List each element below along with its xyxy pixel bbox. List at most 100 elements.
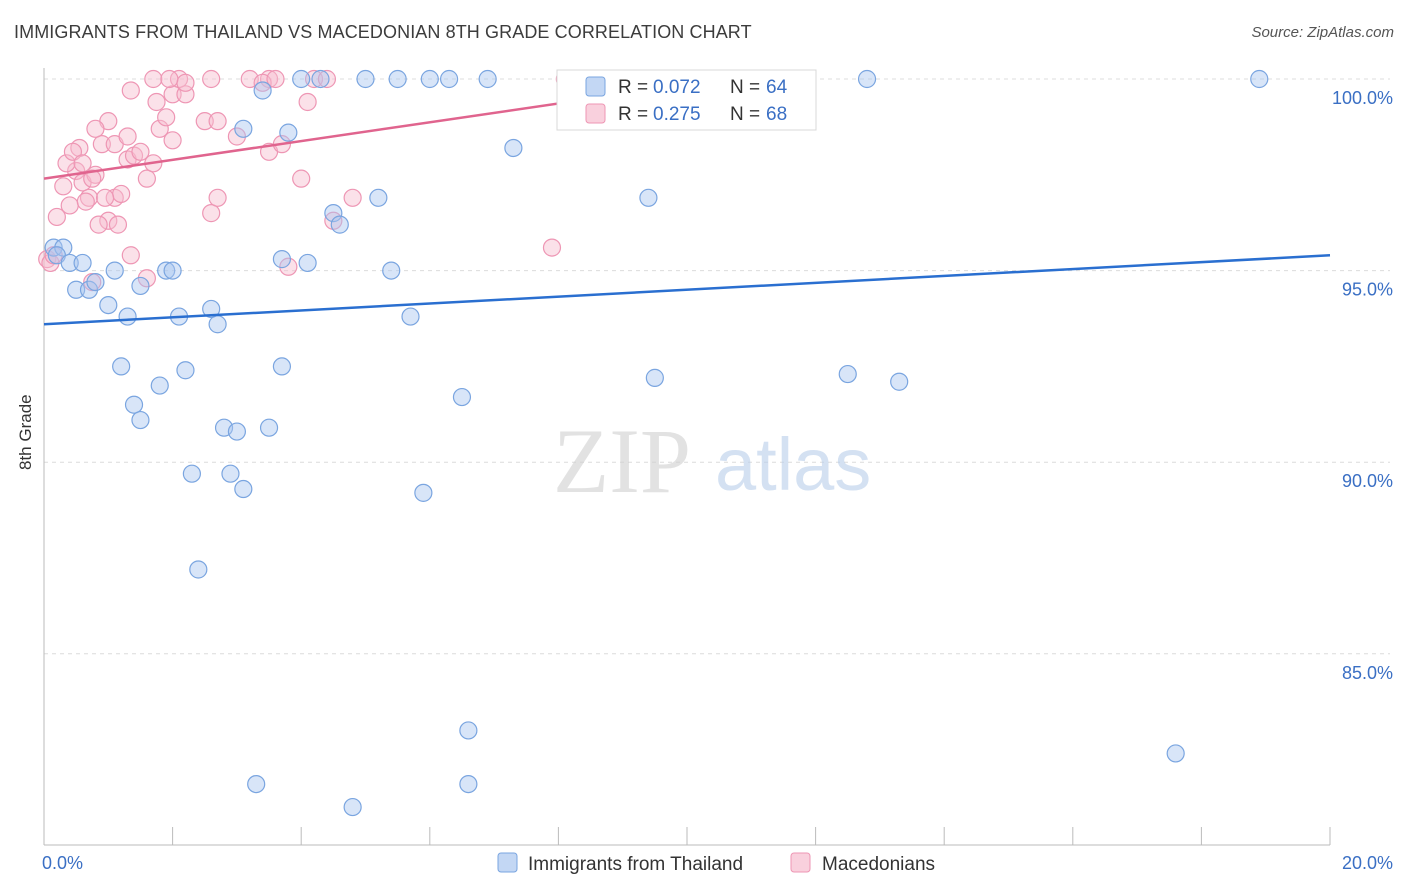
pink-data-point [76, 192, 95, 211]
blue-data-point [414, 483, 433, 502]
blue-data-point [182, 464, 201, 483]
pink-data-point [121, 81, 140, 100]
blue-data-point [272, 250, 292, 269]
blue-data-point [189, 560, 208, 579]
blue-data-point [253, 81, 272, 100]
blue-data-point [356, 69, 375, 89]
pink-data-point [47, 207, 66, 227]
blue-data-point [118, 307, 137, 326]
pink-data-point [95, 188, 115, 207]
pink-data-point [202, 69, 221, 89]
blue-data-point [324, 204, 343, 223]
pink-data-point [176, 73, 195, 92]
blue-data-point [234, 119, 253, 138]
blue-data-point [343, 797, 362, 817]
blue-data-point [67, 280, 86, 299]
legend-swatch-blue [585, 76, 606, 97]
chart-source: Source: ZipAtlas.com [1251, 24, 1394, 41]
bottom-legend-macedonians: Macedonians [822, 854, 935, 875]
pink-data-point [208, 188, 227, 207]
pink-data-point [163, 85, 182, 104]
stats-legend: R = 0.072 N = 64 R = 0.275 N = 68 [556, 69, 817, 131]
blue-data-point [105, 261, 124, 280]
watermark: ZIP atlas [553, 410, 871, 512]
bottom-legend-swatch-macedonians [790, 852, 811, 873]
blue-data-point [311, 69, 330, 89]
blue-data-point [221, 464, 240, 483]
blue-data-point [639, 188, 658, 207]
blue-data-point [420, 69, 439, 89]
pink-data-point [99, 211, 118, 230]
legend-r-value-blue: 0.072 [653, 77, 701, 98]
x-tick-label-1: 20.0% [1342, 853, 1393, 873]
pink-data-point [163, 131, 182, 150]
blue-data-point [272, 357, 292, 376]
legend-n-label-pink: N = [730, 104, 760, 125]
x-tick-label-0: 0.0% [42, 853, 83, 873]
blue-data-point [60, 253, 79, 273]
blue-data-point [1166, 744, 1185, 763]
pink-data-point [108, 215, 128, 234]
bottom-legend-thailand: Immigrants from Thailand [528, 854, 743, 875]
pink-data-point [83, 169, 102, 188]
blue-data-point [259, 418, 279, 437]
blue-data-point [478, 69, 497, 89]
blue-data-point [234, 479, 253, 499]
pink-data-point [160, 69, 179, 89]
legend-r-value-pink: 0.275 [653, 104, 701, 125]
y-tick-labels: 100.0% 95.0% 90.0% 85.0% [1332, 88, 1393, 683]
legend-r-label-blue: R = [618, 77, 648, 98]
blue-data-point [86, 272, 105, 292]
pink-data-point [298, 92, 317, 112]
pink-data-point [147, 92, 166, 112]
blue-data-point [401, 307, 420, 326]
bottom-legend-swatch-thailand [497, 852, 518, 873]
blue-data-point [504, 138, 523, 158]
legend-r-label-pink: R = [618, 104, 648, 125]
pink-data-point [208, 112, 227, 131]
blue-data-point [208, 315, 227, 334]
bottom-legend: Immigrants from Thailand Macedonians [497, 852, 935, 875]
blue-data-point [163, 261, 182, 280]
legend-n-label-blue: N = [730, 77, 760, 98]
pink-data-point [150, 119, 169, 138]
pink-data-point [202, 204, 221, 223]
watermark-atlas: atlas [715, 423, 871, 506]
y-tick-label-0: 100.0% [1332, 88, 1393, 108]
pink-data-point [118, 127, 137, 146]
pink-data-point [131, 142, 150, 161]
blue-data-point [176, 361, 195, 380]
blue-data-point [279, 123, 298, 142]
pink-data-point [195, 112, 214, 131]
gridlines [44, 78, 1390, 655]
blue-data-point [645, 368, 664, 387]
pink-data-point [121, 246, 140, 265]
blue-trend-line [43, 254, 1331, 326]
blue-data-point [838, 364, 857, 384]
chart-title: IMMIGRANTS FROM THAILAND VS MACEDONIAN 8… [14, 22, 752, 42]
pink-data-point [157, 108, 176, 127]
pink-data-point [54, 177, 73, 196]
blue-data-point [1250, 69, 1269, 89]
blue-data-point [112, 357, 131, 376]
pink-data-point [112, 184, 131, 204]
legend-n-value-pink: 68 [766, 104, 787, 125]
pink-data-point [304, 69, 324, 89]
blue-data-point [131, 276, 150, 296]
blue-data-point [459, 774, 478, 794]
blue-data-point [150, 376, 169, 395]
blue-data-point [382, 261, 401, 280]
pink-data-point [317, 69, 337, 89]
blue-data-point [131, 410, 150, 430]
pink-data-point [292, 169, 311, 188]
blue-data-point [439, 69, 459, 89]
blue-data-point [73, 253, 92, 273]
macedonians-points [38, 69, 587, 292]
blue-data-point [298, 253, 317, 273]
pink-data-point [542, 238, 562, 257]
blue-data-point [369, 188, 388, 207]
y-tick-label-1: 95.0% [1342, 280, 1393, 300]
blue-data-point [157, 261, 176, 280]
y-tick-label-3: 85.0% [1342, 663, 1393, 683]
